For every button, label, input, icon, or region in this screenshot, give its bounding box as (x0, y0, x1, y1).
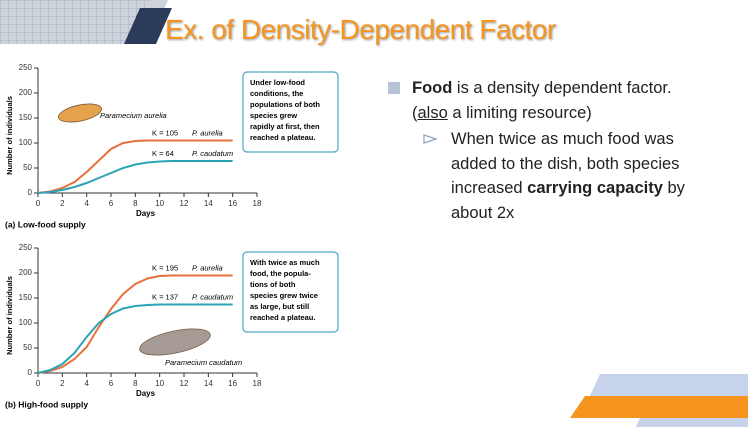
caption: (a) Low-food supply (5, 219, 86, 229)
paramecium-image (58, 103, 102, 123)
k-annotation: K = 137 (152, 292, 178, 301)
image-label: Paramecium caudatum (165, 358, 242, 367)
bullet-line: (also a limiting resource) (412, 101, 592, 126)
text: When twice as much food was added to the… (451, 130, 680, 197)
x-tick-label: 4 (84, 379, 89, 388)
bold-text: Food (412, 79, 453, 97)
y-tick-label: 0 (28, 368, 33, 377)
note-line: species grew (250, 111, 297, 120)
note-box (242, 71, 339, 153)
text: ( (412, 104, 418, 122)
text: by about 2x (451, 179, 685, 222)
y-tick-label: 250 (19, 243, 33, 252)
note-line: as large, but still (250, 302, 309, 311)
x-tick-label: 14 (204, 379, 213, 388)
note-line: food, the popula- (250, 269, 311, 278)
underlined-text: also (417, 104, 448, 122)
sub-bullet: When twice as much food was added to the… (451, 127, 721, 225)
y-tick-label: 100 (19, 318, 33, 327)
y-tick-label: 200 (19, 268, 33, 277)
text: a limiting resource) (447, 104, 592, 122)
y-tick-label: 150 (19, 293, 33, 302)
x-tick-label: 2 (60, 199, 65, 208)
series-label: P. aurelia (192, 263, 223, 272)
x-tick-label: 18 (253, 379, 262, 388)
note-line: With twice as much (250, 258, 320, 267)
note-line: populations of both (250, 100, 320, 109)
k-annotation: K = 64 (152, 149, 174, 158)
x-tick-label: 0 (36, 379, 41, 388)
note-line: tions of both (250, 280, 296, 289)
x-tick-label: 6 (109, 379, 114, 388)
x-axis-label: Days (136, 389, 156, 398)
bullet: Food is a density dependent factor. (412, 76, 672, 101)
series-label: P. aurelia (192, 128, 223, 137)
x-tick-label: 0 (36, 199, 41, 208)
bullet-text: is a density dependent factor. (452, 79, 672, 97)
y-tick-label: 50 (23, 343, 32, 352)
note-line: reached a plateau. (250, 133, 315, 142)
y-tick-label: 0 (28, 188, 33, 197)
note-box (242, 251, 339, 333)
series-line (37, 274, 233, 374)
x-tick-label: 10 (155, 379, 164, 388)
note-line: conditions, the (250, 89, 303, 98)
series-line (37, 160, 233, 194)
x-tick-label: 16 (228, 379, 237, 388)
note-line: Under low-food (250, 78, 305, 87)
note-line: species grew twice (250, 291, 318, 300)
x-tick-label: 10 (155, 199, 164, 208)
image-label: Paramecium aurelia (100, 111, 167, 120)
x-tick-label: 8 (133, 199, 138, 208)
x-axis-label: Days (136, 209, 156, 218)
x-tick-label: 8 (133, 379, 138, 388)
series-label: P. caudatum (192, 292, 233, 301)
x-tick-label: 18 (253, 199, 262, 208)
x-tick-label: 12 (180, 379, 189, 388)
slide-title: Ex. of Density-Dependent Factor (165, 14, 556, 45)
y-axis-label: Number of individuals (5, 276, 14, 355)
series-label: P. caudatum (192, 149, 233, 158)
k-annotation: K = 105 (152, 128, 178, 137)
y-tick-label: 150 (19, 113, 33, 122)
note-line: reached a plateau. (250, 313, 315, 322)
note-line: rapidly at first, then (250, 122, 320, 131)
x-tick-label: 16 (228, 199, 237, 208)
x-tick-label: 6 (109, 199, 114, 208)
k-annotation: K = 195 (152, 263, 178, 272)
y-axis-label: Number of individuals (5, 96, 14, 175)
paramecium-image (139, 328, 211, 356)
series-line (37, 139, 233, 194)
caption: (b) High-food supply (5, 399, 88, 409)
series-line (37, 303, 233, 374)
y-tick-label: 50 (23, 163, 32, 172)
x-tick-label: 12 (180, 199, 189, 208)
y-tick-label: 100 (19, 138, 33, 147)
x-tick-label: 14 (204, 199, 213, 208)
x-tick-label: 2 (60, 379, 65, 388)
x-tick-label: 4 (84, 199, 89, 208)
y-tick-label: 200 (19, 88, 33, 97)
bold-text: carrying capacity (527, 179, 663, 197)
y-tick-label: 250 (19, 63, 33, 72)
